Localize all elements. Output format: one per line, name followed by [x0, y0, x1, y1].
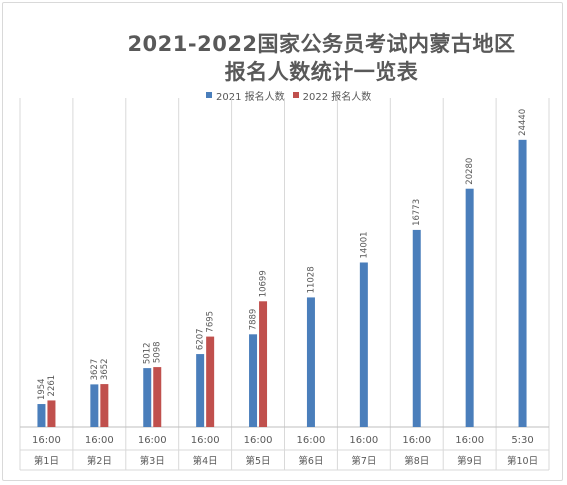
x-tick-time-8: 16:00 [402, 435, 431, 446]
x-tick-time-2: 16:00 [85, 435, 114, 446]
x-tick-day-1: 第1日 [34, 455, 59, 467]
bar-2021-day-10 [518, 139, 527, 427]
x-tick-day-3: 第3日 [140, 455, 165, 467]
bar-2021-day-6 [306, 297, 315, 427]
x-tick-time-1: 16:00 [32, 435, 61, 446]
data-label-2021-day-3: 5012 [143, 342, 153, 364]
data-label-2022-day-2: 3652 [100, 358, 110, 380]
data-label-2021-day-2: 3627 [90, 359, 100, 381]
bar-2021-day-5 [249, 334, 258, 427]
x-tick-time-7: 16:00 [349, 435, 378, 446]
legend-swatch-2022 [292, 92, 299, 98]
bar-2022-day-2 [100, 384, 109, 427]
bar-2021-day-8 [412, 229, 421, 427]
data-label-2022-day-4: 7695 [206, 311, 216, 333]
x-tick-time-9: 16:00 [455, 435, 484, 446]
bar-2021-day-2 [90, 384, 99, 427]
data-label-2021-day-6: 11028 [306, 266, 316, 293]
data-label-2022-day-5: 10699 [259, 270, 269, 297]
bar-2022-day-1 [47, 400, 56, 427]
x-tick-day-8: 第8日 [404, 455, 429, 467]
x-tick-time-3: 16:00 [138, 435, 167, 446]
data-label-2021-day-5: 7889 [249, 309, 259, 331]
x-tick-time-4: 16:00 [191, 435, 220, 446]
x-tick-time-10: 5:30 [511, 435, 533, 446]
legend-label-2022: 2022 报名人数 [302, 91, 372, 103]
legend-item-2022: 2022 报名人数 [292, 88, 372, 103]
data-label-2022-day-3: 5098 [153, 341, 163, 363]
data-label-2021-day-9: 20280 [465, 158, 475, 185]
data-label-2021-day-1: 1954 [37, 378, 47, 400]
bar-2021-day-1 [37, 404, 46, 427]
x-tick-day-7: 第7日 [351, 455, 376, 467]
x-tick-day-5: 第5日 [246, 455, 271, 467]
data-label-2021-day-4: 6207 [196, 328, 206, 350]
bar-2022-day-5 [259, 301, 268, 427]
legend-label-2021: 2021 报名人数 [216, 91, 285, 103]
bar-2021-day-3 [143, 368, 152, 427]
legend-swatch-2021 [206, 92, 212, 98]
data-label-2021-day-7: 14001 [359, 231, 369, 258]
bar-2021-day-7 [359, 262, 368, 427]
bar-2021-day-4 [196, 354, 205, 427]
x-tick-day-10: 第10日 [507, 455, 538, 467]
x-tick-day-6: 第6日 [298, 455, 323, 467]
bar-2021-day-9 [465, 188, 474, 427]
x-tick-day-9: 第9日 [457, 455, 482, 467]
x-tick-time-5: 16:00 [244, 435, 273, 446]
bar-2022-day-3 [153, 367, 162, 427]
chart-legend: 2021 报名人数 2022 报名人数 [206, 88, 379, 103]
chart-title-line-1: 2021-2022国家公务员考试内蒙古地区 [127, 32, 516, 56]
x-tick-time-6: 16:00 [297, 435, 326, 446]
data-label-2022-day-1: 2261 [47, 375, 57, 397]
legend-item-2021: 2021 报名人数 [206, 88, 285, 103]
data-label-2021-day-10: 24440 [518, 109, 528, 136]
x-tick-day-2: 第2日 [87, 455, 112, 467]
bar-2022-day-4 [206, 336, 215, 427]
data-label-2021-day-8: 16773 [412, 199, 422, 226]
x-tick-day-4: 第4日 [193, 455, 218, 467]
chart-title-line-2: 报名人数统计一览表 [224, 60, 419, 84]
